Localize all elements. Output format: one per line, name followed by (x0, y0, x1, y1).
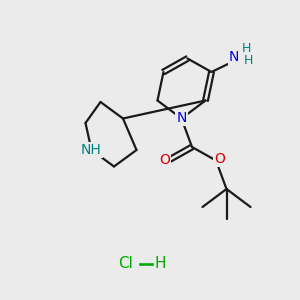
Text: H: H (243, 53, 253, 67)
Text: H: H (155, 256, 166, 272)
Text: O: O (160, 154, 170, 167)
Text: N: N (229, 50, 239, 64)
Text: NH: NH (81, 143, 102, 157)
Text: O: O (214, 152, 225, 166)
Text: H: H (241, 41, 251, 55)
Text: N: N (176, 112, 187, 125)
Text: Cl: Cl (118, 256, 134, 272)
